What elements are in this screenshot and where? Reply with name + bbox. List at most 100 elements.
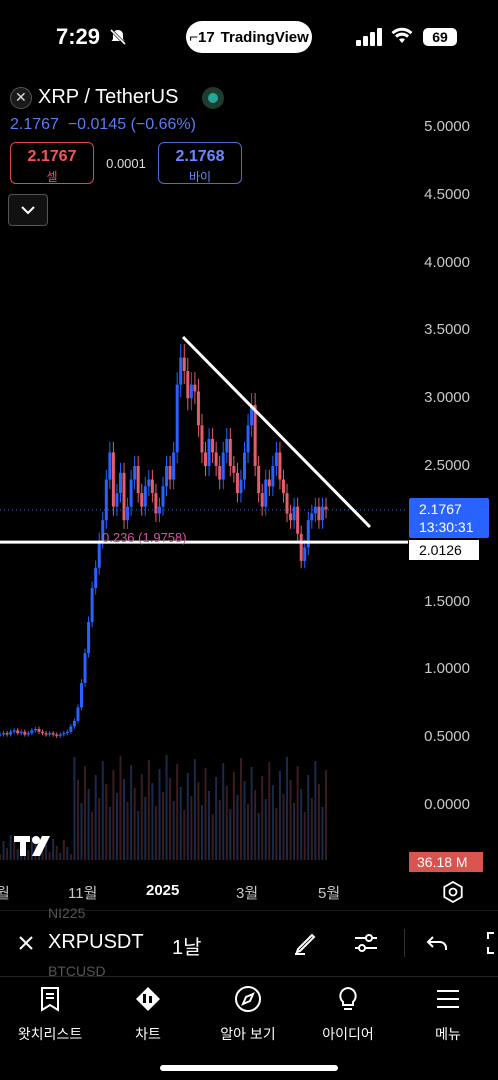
volume-bar xyxy=(271,785,274,860)
candle-body xyxy=(108,452,112,480)
candle-body xyxy=(168,466,172,480)
volume-bar xyxy=(62,840,65,860)
volume-bar xyxy=(126,802,129,860)
candle-body xyxy=(172,452,176,480)
symbol-search-button[interactable]: XRPUSDT xyxy=(48,931,144,953)
candle-body xyxy=(115,493,119,507)
candle-body xyxy=(129,479,133,507)
volume-bar xyxy=(112,770,115,860)
volume-bar xyxy=(108,807,111,860)
fib-price: (1.9758) xyxy=(138,530,187,545)
volume-bar xyxy=(250,767,253,860)
candle-body xyxy=(196,391,200,426)
candle-body xyxy=(175,384,179,453)
candle-body xyxy=(72,720,76,727)
sell-label: 셀 xyxy=(46,170,58,184)
tab-explore[interactable]: 알아 보기 xyxy=(198,985,298,1044)
candle-body xyxy=(62,733,66,735)
volume-bar xyxy=(317,784,320,860)
bell-muted-icon xyxy=(109,28,127,46)
volume-bar xyxy=(215,777,218,860)
interval-button[interactable]: 1날 xyxy=(172,937,202,959)
volume-bar xyxy=(84,766,87,860)
yaxis-tick-label: 1.5000 xyxy=(424,592,470,610)
volume-bar xyxy=(264,799,267,860)
buy-button[interactable]: 2.1768 바이 xyxy=(158,142,242,184)
price-chart[interactable] xyxy=(0,72,498,910)
candle-body xyxy=(207,438,211,466)
home-indicator xyxy=(160,1065,338,1071)
candle-body xyxy=(23,731,27,735)
volume-bar xyxy=(204,768,207,860)
volume-bar xyxy=(76,780,79,860)
tab-menu[interactable]: 메뉴 xyxy=(398,985,498,1044)
volume-bar xyxy=(2,841,5,860)
volume-bar xyxy=(158,769,161,860)
volume-bar xyxy=(310,798,313,860)
app-pill[interactable]: ⌐17 TradingView xyxy=(186,21,312,53)
candle-body xyxy=(58,734,62,736)
volume-bar xyxy=(232,772,235,860)
spread-value: 0.0001 xyxy=(106,156,146,171)
market-open-icon xyxy=(202,86,225,109)
volume-bar xyxy=(98,798,101,860)
tab-watchlist[interactable]: 왓치리스트 xyxy=(0,985,100,1044)
fib-annotation: 0.236 (1.9758) xyxy=(102,530,187,545)
volume-bar xyxy=(218,800,221,860)
volume-bar xyxy=(147,760,150,860)
candle-body xyxy=(9,731,13,735)
xrp-coin-icon: ✕ xyxy=(10,86,32,109)
buy-label: 바이 xyxy=(188,170,212,184)
volume-bar xyxy=(208,791,211,860)
tab-bar: 왓치리스트 차트 알아 보기 아이디어 메뉴 xyxy=(0,976,498,1080)
volume-bar xyxy=(225,786,228,860)
volume-bar xyxy=(247,804,250,860)
tab-chart[interactable]: 차트 xyxy=(98,985,198,1044)
candle-body xyxy=(235,472,239,494)
chart-canvas[interactable] xyxy=(0,72,498,910)
candle-body xyxy=(87,621,91,654)
volume-bar xyxy=(0,854,1,860)
candle-body xyxy=(306,520,310,548)
indicators-icon[interactable] xyxy=(352,929,380,957)
time-axis[interactable]: 월 11월 2025 3월 5월 xyxy=(0,880,498,904)
candle-body xyxy=(296,506,300,534)
volume-bar xyxy=(243,781,246,860)
candle-body xyxy=(147,479,151,487)
tab-label: 메뉴 xyxy=(435,1026,461,1042)
volume-bar xyxy=(27,850,30,860)
candle-body xyxy=(189,384,193,399)
symbol-header[interactable]: ✕ XRP / TetherUS xyxy=(10,86,225,109)
yaxis-tick-label: 5.0000 xyxy=(424,118,470,135)
volume-bar xyxy=(254,790,257,860)
candle-body xyxy=(260,493,264,507)
yaxis-tick-label: 1.0000 xyxy=(424,660,470,678)
candle-body xyxy=(136,466,140,494)
candle-body xyxy=(94,567,98,589)
volume-bar xyxy=(200,805,203,860)
sell-button[interactable]: 2.1767 셀 xyxy=(10,142,94,184)
volume-bar xyxy=(59,853,62,860)
tradingview-watermark-icon[interactable] xyxy=(14,834,56,858)
volume-bar xyxy=(257,813,260,860)
last-price: 2.1767 xyxy=(10,116,59,133)
collapse-button[interactable] xyxy=(8,194,48,226)
candle-body xyxy=(76,707,80,721)
settings-icon[interactable] xyxy=(442,881,464,903)
volume-bar xyxy=(66,847,69,860)
close-icon[interactable] xyxy=(16,933,36,953)
tab-label: 알아 보기 xyxy=(220,1026,276,1042)
symbol-name: XRP / TetherUS xyxy=(38,86,179,108)
undo-icon[interactable] xyxy=(424,929,452,957)
volume-bar xyxy=(278,771,281,860)
volume-bar xyxy=(190,796,193,860)
drawing-tool-icon[interactable] xyxy=(292,929,320,957)
candle-body xyxy=(37,729,41,732)
tab-ideas[interactable]: 아이디어 xyxy=(298,985,398,1044)
fullscreen-icon[interactable] xyxy=(478,929,498,957)
volume-bar xyxy=(73,757,76,860)
ghost-symbol: NI225 xyxy=(48,905,86,921)
volume-bar xyxy=(197,782,200,860)
candle-body xyxy=(239,479,243,494)
volume-bar xyxy=(325,770,327,860)
